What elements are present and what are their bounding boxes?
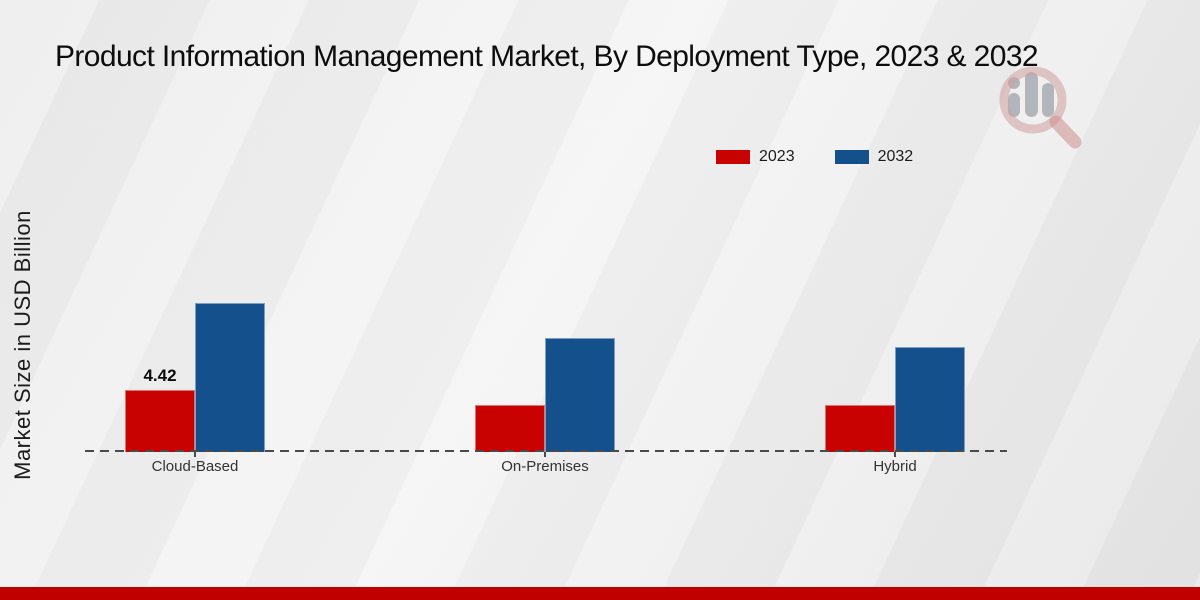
logo-magnifier-handle-icon xyxy=(1049,115,1082,149)
legend-item-2032: 2032 xyxy=(834,148,914,166)
logo-bar-chart-icon xyxy=(1008,72,1054,117)
legend-label-2023: 2023 xyxy=(759,148,795,165)
chart-title: Product Information Management Market, B… xyxy=(55,40,1039,73)
x-axis-tick xyxy=(544,452,546,457)
logo-magnifier-ring-icon xyxy=(999,66,1067,134)
category-label-cloud-based: Cloud-Based xyxy=(151,458,239,475)
bottom-accent-strip xyxy=(0,587,1200,600)
legend-swatch-2032 xyxy=(834,150,869,164)
bar-value-label: 4.42 xyxy=(143,366,177,385)
category-label-on-premises: On-Premises xyxy=(501,458,589,475)
x-axis-tick xyxy=(894,452,896,457)
bar-2032-cloud-based xyxy=(195,303,265,452)
brand-logo xyxy=(999,66,1082,149)
legend-swatch-2023 xyxy=(716,150,750,164)
bar-2023-cloud-based xyxy=(125,390,195,452)
bar-2032-hybrid xyxy=(895,347,965,452)
legend-label-2032: 2032 xyxy=(877,148,914,165)
bar-2023-on-premises xyxy=(475,405,545,452)
x-axis-tick xyxy=(194,452,196,457)
legend: 2023 2032 xyxy=(716,148,953,166)
x-axis-line xyxy=(85,450,1007,452)
bar-2023-hybrid xyxy=(825,405,895,452)
category-label-hybrid: Hybrid xyxy=(873,458,917,475)
legend-item-2023: 2023 xyxy=(716,148,795,166)
bar-2032-on-premises xyxy=(545,338,615,452)
